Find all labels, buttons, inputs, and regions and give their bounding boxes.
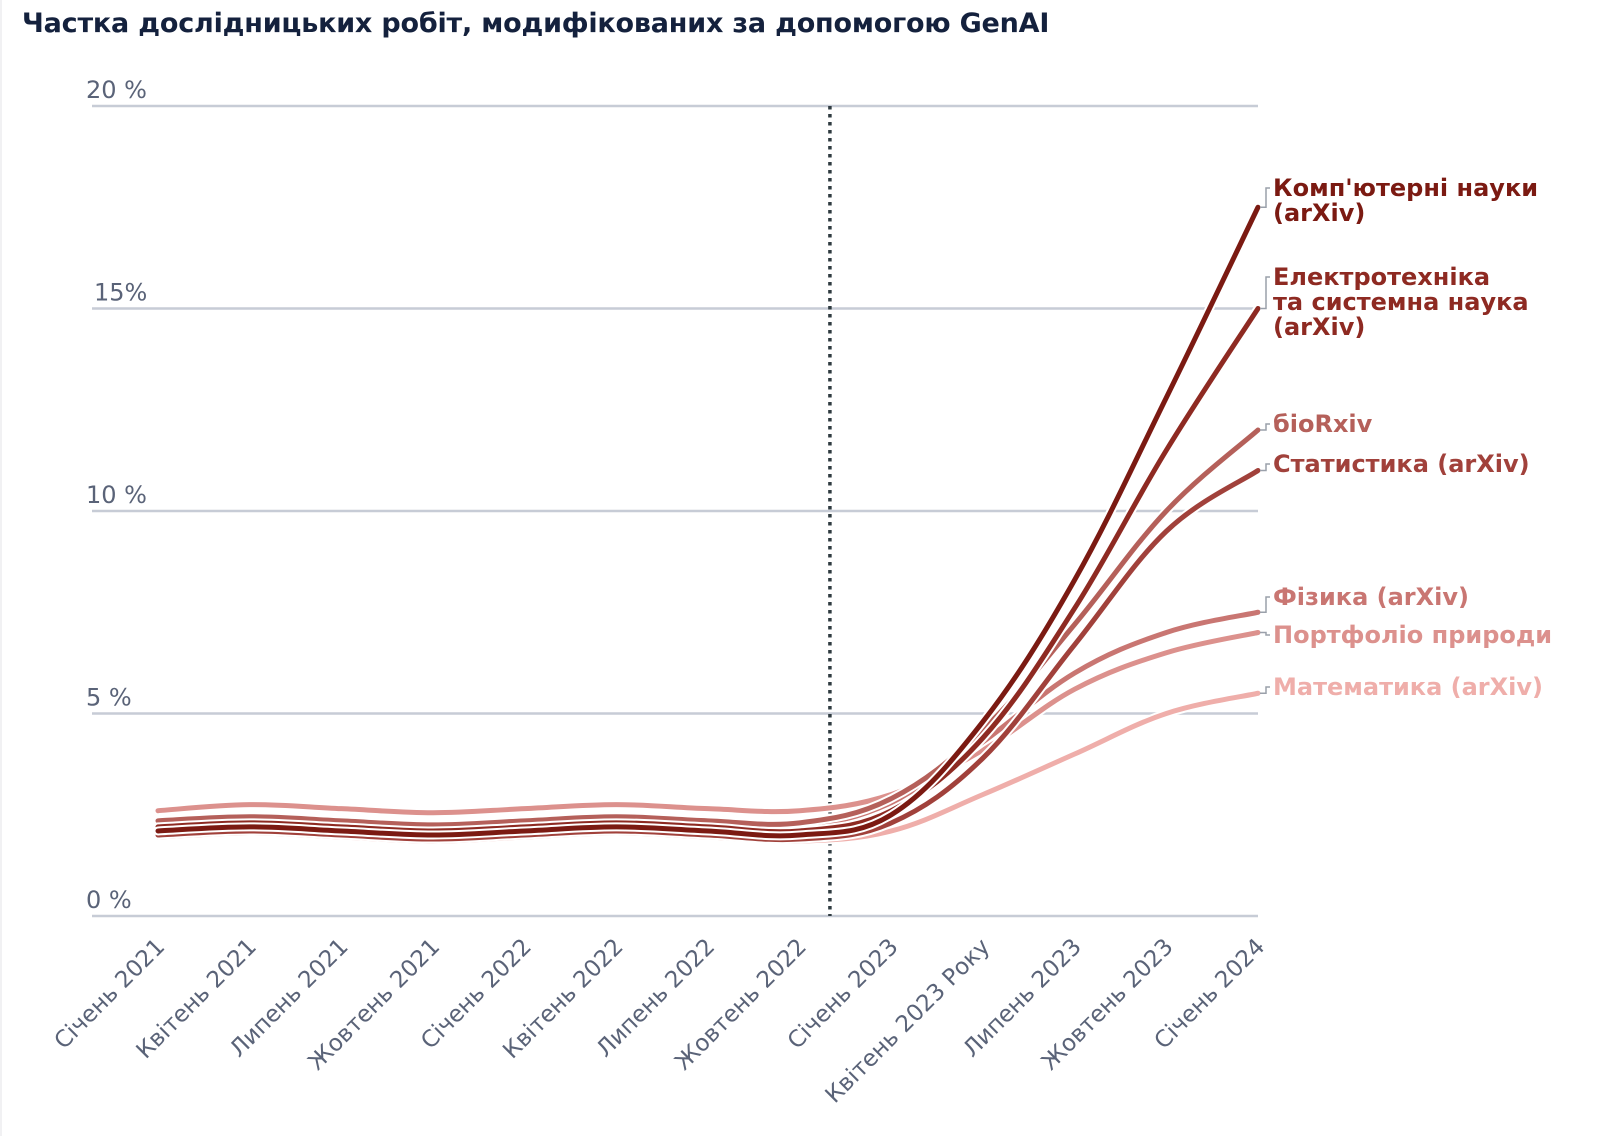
y-tick-label: 15% [94,279,147,307]
series-label-line: Електротехніка [1273,263,1490,291]
series-label-line: (arXiv) [1273,313,1365,341]
label-connector [1260,187,1270,208]
series-label-line: Математика (arXiv) [1273,673,1543,701]
series-label-line: та системна наука [1273,288,1529,316]
series-line-2 [155,427,1261,828]
series-line-0 [155,204,1261,839]
series-label: Статистика (arXiv) [1273,450,1530,478]
series-label-line: Комп'ютерні науки [1273,174,1538,202]
series-label-line: біоRxiv [1273,410,1373,438]
series-line-3 [155,468,1261,843]
y-tick-label: 5 % [86,684,132,712]
chart-title: Частка дослідницьких робіт, модифіковани… [22,8,1050,39]
label-connector [1260,686,1270,694]
series-line-4-halo [153,607,1263,834]
series-label-line: Фізика (arXiv) [1273,583,1469,611]
y-tick-label: 10 % [86,481,147,509]
series-line-3-halo [153,466,1263,845]
series-label: Електротехніка та системна наука (arXiv) [1273,263,1529,341]
y-tick-label: 0 % [86,886,132,914]
y-axis-ticks: 0 % 5 % 10 % 15% 20 % [86,76,147,914]
series-label-line: (arXiv) [1273,199,1365,227]
series-lines [153,202,1263,846]
label-connector [1260,596,1270,613]
grid-lines [92,104,1258,918]
label-connector [1260,631,1270,636]
label-connector [1260,423,1270,431]
label-connector [1260,463,1270,472]
label-connector [1260,276,1270,310]
y-tick-label: 20 % [86,76,147,104]
series-label: біоRxiv [1273,410,1373,438]
series-label: Комп'ютерні науки (arXiv) [1273,174,1538,227]
series-line-1-halo [153,304,1263,837]
x-tick-label: Квітень 2023 Року [821,934,996,1109]
series-label: Математика (arXiv) [1273,673,1543,701]
series-label-line: Портфоліо природи [1273,621,1552,649]
series-line-5 [155,630,1261,816]
series-label: Фізика (arXiv) [1273,583,1469,611]
series-label: Портфоліо природи [1273,621,1552,649]
series-label-line: Статистика (arXiv) [1273,450,1530,478]
series-labels: Комп'ютерні науки (arXiv)Електротехніка та… [1260,174,1552,701]
series-line-4 [155,609,1261,832]
